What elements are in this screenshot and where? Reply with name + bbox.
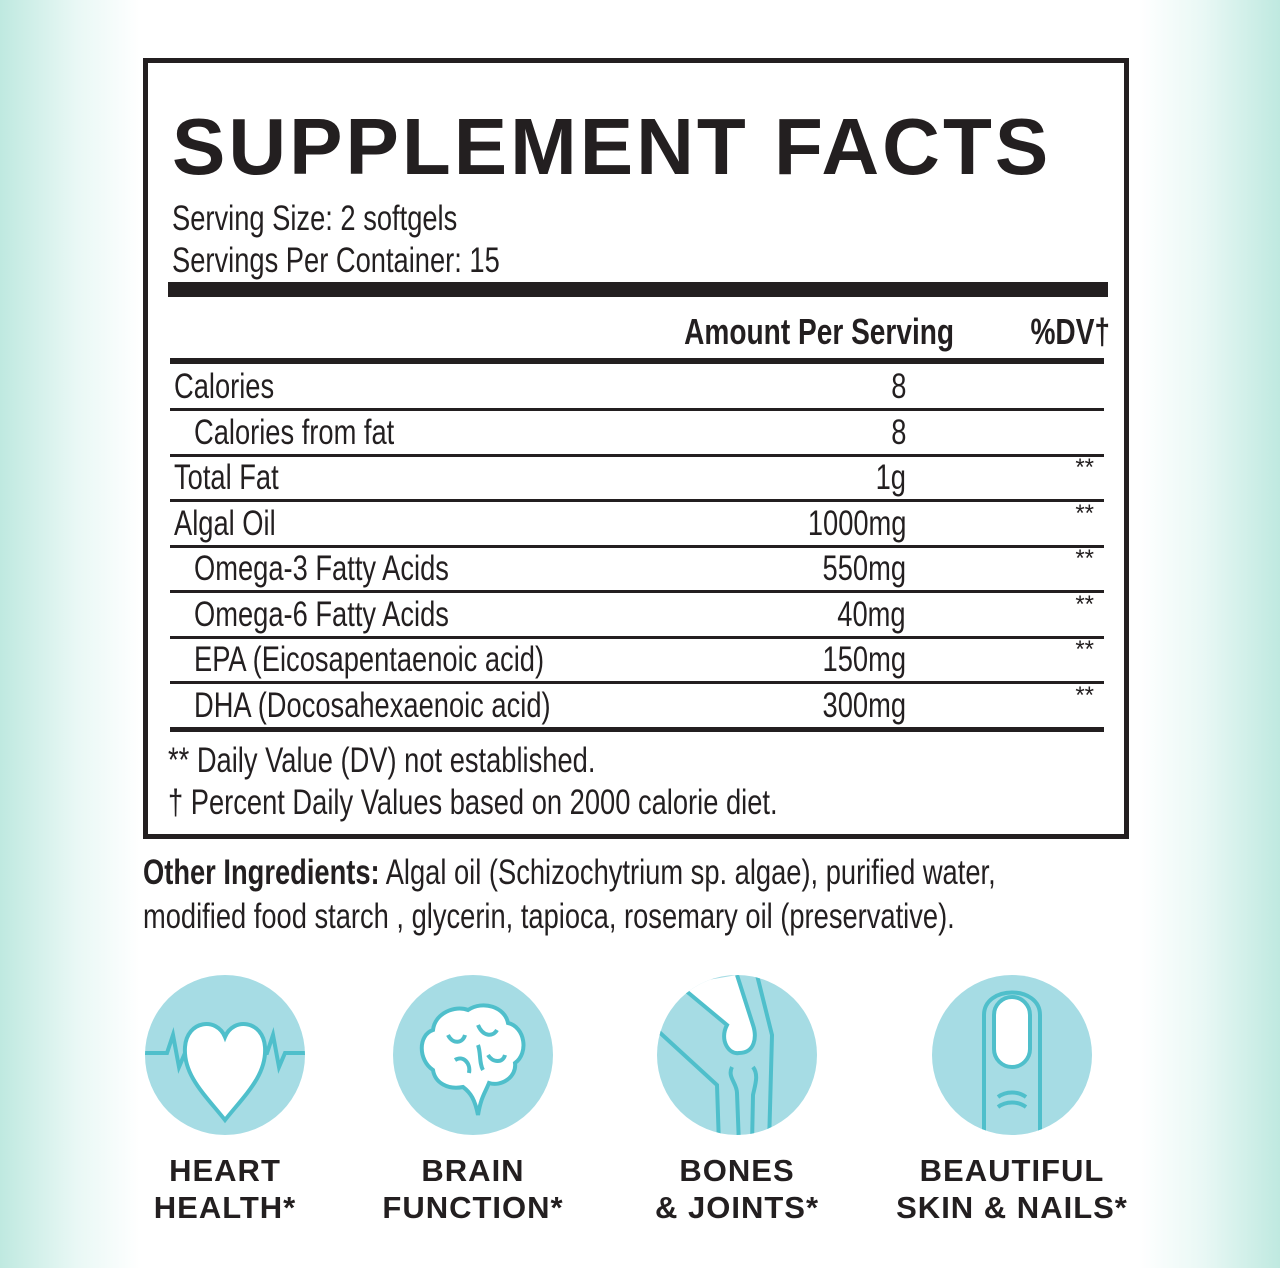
amount-header: Amount Per Serving: [684, 311, 954, 352]
benefit-caption: BRAIN FUNCTION*: [323, 1152, 623, 1226]
nutrient-dv: **: [1075, 681, 1094, 709]
nutrient-amount: 1000mg: [807, 503, 906, 543]
nutrient-amount: 550mg: [822, 549, 906, 588]
nutrient-label: Calories from fat: [194, 412, 395, 452]
nutrient-dv: **: [1075, 499, 1094, 527]
benefit-caption: HEART HEALTH*: [75, 1152, 375, 1226]
benefit-line1: BONES: [679, 1153, 795, 1188]
nutrient-row: Omega-6 Fatty Acids 40mg **: [170, 590, 1104, 639]
servings-per-container: Servings Per Container: 15: [172, 241, 500, 280]
fingernail-icon: [932, 975, 1092, 1135]
nutrient-dv: **: [1075, 545, 1094, 572]
nutrient-label: Calories: [174, 367, 275, 406]
benefit-caption: BEAUTIFUL SKIN & NAILS*: [862, 1152, 1162, 1226]
footnote-percent: † Percent Daily Values based on 2000 cal…: [168, 783, 778, 822]
nutrient-dv: **: [1075, 590, 1094, 618]
divider-thick: [168, 282, 1108, 297]
benefit-line2: FUNCTION*: [382, 1190, 564, 1225]
nutrient-amount: 300mg: [822, 685, 906, 725]
supplement-facts-panel: SUPPLEMENT FACTS Serving Size: 2 softgel…: [143, 58, 1129, 839]
other-ingredients-text: Algal oil (Schizochytrium sp. algae), pu…: [379, 853, 996, 892]
nutrient-label: Omega-3 Fatty Acids: [194, 549, 449, 588]
nutrient-label: Omega-6 Fatty Acids: [194, 594, 449, 634]
nutrient-amount: 1g: [875, 458, 906, 497]
benefit-line2: & JOINTS*: [654, 1190, 820, 1225]
divider-bottom: [170, 728, 1104, 732]
panel-title: SUPPLEMENT FACTS: [172, 102, 1052, 191]
knee-joint-icon: [657, 975, 817, 1135]
nutrient-row: Omega-3 Fatty Acids 550mg **: [170, 545, 1104, 593]
nutrient-amount: 8: [890, 412, 906, 452]
nutrient-row: Algal Oil 1000mg **: [170, 499, 1104, 548]
other-ingredients: Other Ingredients: Algal oil (Schizochyt…: [143, 853, 1243, 893]
other-ingredients-line2: modified food starch , glycerin, tapioca…: [143, 897, 955, 936]
nutrient-row: DHA (Docosahexaenoic acid) 300mg **: [170, 681, 1104, 730]
serving-size: Serving Size: 2 softgels: [172, 199, 458, 238]
nutrient-label: EPA (Eicosapentaenoic acid): [194, 640, 545, 679]
nutrient-label: Total Fat: [174, 458, 279, 497]
dv-header: %DV†: [1030, 311, 1110, 352]
benefit-line1: BEAUTIFUL: [919, 1153, 1105, 1188]
nutrient-amount: 150mg: [822, 640, 906, 679]
benefit-line1: HEART: [169, 1153, 281, 1188]
nutrient-row: Total Fat 1g **: [170, 454, 1104, 502]
other-ingredients-label: Other Ingredients:: [143, 853, 380, 892]
nutrient-row: Calories from fat 8: [170, 411, 1104, 457]
nutrient-row: Calories 8: [170, 365, 1104, 411]
benefit-line2: HEALTH*: [153, 1190, 297, 1225]
benefit-caption: BONES & JOINTS*: [587, 1152, 887, 1226]
brain-icon: [393, 975, 553, 1135]
divider-medium: [170, 358, 1104, 364]
nutrient-dv: **: [1075, 454, 1094, 481]
nutrient-amount: 40mg: [837, 594, 906, 634]
footnote-dv: ** Daily Value (DV) not established.: [168, 741, 596, 780]
benefit-line1: BRAIN: [421, 1153, 525, 1188]
nutrient-row: EPA (Eicosapentaenoic acid) 150mg **: [170, 636, 1104, 684]
nutrient-label: DHA (Docosahexaenoic acid): [194, 685, 551, 725]
nutrient-dv: **: [1075, 636, 1094, 663]
benefit-line2: SKIN & NAILS*: [896, 1190, 1128, 1225]
nutrient-label: Algal Oil: [174, 503, 276, 543]
nutrient-amount: 8: [890, 367, 906, 406]
heart-icon: [145, 975, 305, 1135]
